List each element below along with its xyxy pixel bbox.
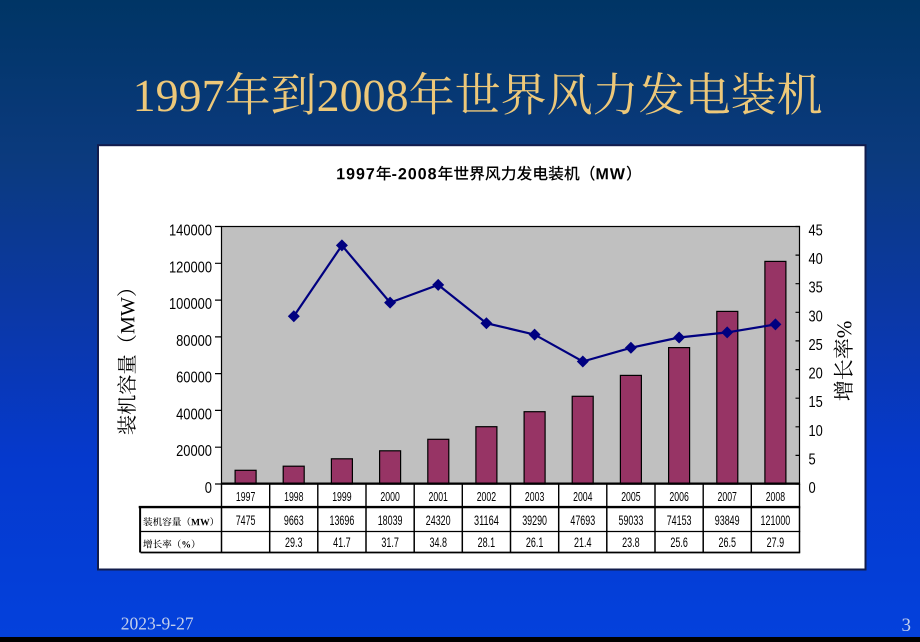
svg-text:59033: 59033: [619, 512, 644, 528]
svg-text:25.6: 25.6: [670, 534, 688, 550]
svg-text:41.7: 41.7: [333, 534, 351, 550]
svg-text:47693: 47693: [570, 512, 595, 528]
svg-text:140000: 140000: [169, 223, 212, 240]
svg-text:2023-9-27: 2023-9-27: [121, 613, 194, 633]
svg-text:39290: 39290: [522, 512, 547, 528]
svg-text:10: 10: [809, 423, 824, 440]
svg-text:27.9: 27.9: [767, 534, 785, 550]
svg-text:40000: 40000: [176, 406, 212, 423]
svg-text:40: 40: [809, 251, 824, 268]
svg-text:31164: 31164: [474, 512, 499, 528]
svg-text:2002: 2002: [477, 490, 496, 504]
svg-text:13696: 13696: [330, 512, 355, 528]
svg-text:7475: 7475: [236, 512, 256, 528]
svg-text:20: 20: [809, 366, 824, 383]
svg-text:1997: 1997: [236, 490, 255, 504]
svg-text:24320: 24320: [426, 512, 451, 528]
svg-text:0: 0: [205, 480, 212, 497]
svg-text:26.5: 26.5: [718, 534, 736, 550]
svg-text:2004: 2004: [573, 490, 592, 504]
svg-text:25: 25: [809, 337, 824, 354]
svg-text:20000: 20000: [176, 443, 212, 460]
svg-text:45: 45: [809, 223, 824, 240]
svg-text:21.4: 21.4: [574, 534, 592, 550]
svg-text:0: 0: [809, 480, 816, 497]
svg-text:15: 15: [809, 394, 824, 411]
svg-text:2003: 2003: [525, 490, 544, 504]
svg-text:35: 35: [809, 280, 824, 297]
svg-text:1998: 1998: [284, 490, 303, 504]
svg-text:5: 5: [809, 451, 816, 468]
svg-text:2001: 2001: [429, 490, 448, 504]
svg-text:80000: 80000: [176, 333, 212, 350]
svg-text:34.8: 34.8: [429, 534, 447, 550]
svg-text:2005: 2005: [621, 490, 640, 504]
svg-text:93849: 93849: [715, 512, 740, 528]
svg-text:2006: 2006: [669, 490, 688, 504]
svg-text:26.1: 26.1: [526, 534, 544, 550]
svg-text:9663: 9663: [284, 512, 304, 528]
svg-text:28.1: 28.1: [478, 534, 496, 550]
svg-text:120000: 120000: [169, 259, 212, 276]
svg-text:23.8: 23.8: [622, 534, 640, 550]
svg-text:74153: 74153: [667, 512, 692, 528]
svg-text:29.3: 29.3: [285, 534, 303, 550]
svg-text:30: 30: [809, 308, 824, 325]
svg-text:121000: 121000: [761, 512, 791, 528]
svg-text:1999: 1999: [332, 490, 351, 504]
svg-text:3: 3: [902, 615, 912, 636]
svg-text:18039: 18039: [378, 512, 403, 528]
svg-text:2007: 2007: [718, 490, 737, 504]
svg-text:2008: 2008: [766, 490, 785, 504]
svg-text:2000: 2000: [380, 490, 399, 504]
svg-text:100000: 100000: [169, 296, 212, 313]
svg-text:60000: 60000: [176, 370, 212, 387]
svg-text:31.7: 31.7: [381, 534, 399, 550]
